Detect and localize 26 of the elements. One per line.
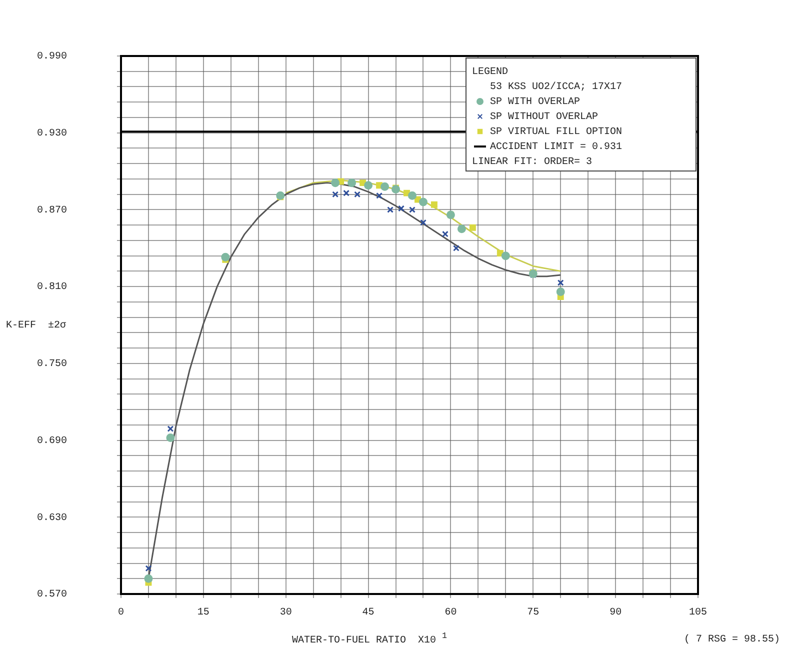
x-tick-label: 60 (444, 608, 457, 619)
y-tick-label: 0.930 (36, 128, 67, 140)
y-tick-label: 0.990 (36, 52, 67, 63)
legend-label: SP WITHOUT OVERLAP (490, 112, 598, 124)
legend-title: LEGEND (472, 67, 508, 78)
x-tick-label: 45 (362, 608, 374, 619)
x-tick-label: 0 (118, 608, 124, 619)
y-tick-label: 0.630 (36, 512, 67, 524)
annotation: LINEAR FIT: ORDER= 3 (472, 157, 592, 168)
y-tick-label: 0.690 (36, 436, 67, 447)
y-axis-title: K-EFF ±2σ (6, 320, 66, 332)
legend-label: SP VIRTUAL FILL OPTION (490, 127, 622, 138)
legend-label: ACCIDENT LIMIT = 0.931 (490, 142, 622, 154)
y-tick-label: 0.750 (36, 359, 67, 370)
x-tick-label: 15 (197, 608, 210, 619)
annotation: 53 KSS UO2/ICCA; 17X17 (490, 81, 622, 94)
y-tick-label: 0.870 (36, 205, 67, 216)
x-tick-label: 90 (610, 608, 622, 619)
y-tick-label: 0.570 (36, 590, 67, 601)
x-tick-label: 75 (527, 608, 540, 619)
x-tick-label: 30 (280, 608, 292, 619)
y-tick-label: 0.810 (36, 282, 67, 294)
x-axis-title: WATER-TO-FUEL RATIO X10 $^{1}$ (292, 631, 448, 646)
legend-label: SP WITH OVERLAP (490, 97, 580, 108)
x-tick-label: 105 (688, 608, 708, 619)
text: ( 7 RSG = 98.55) (684, 634, 780, 646)
